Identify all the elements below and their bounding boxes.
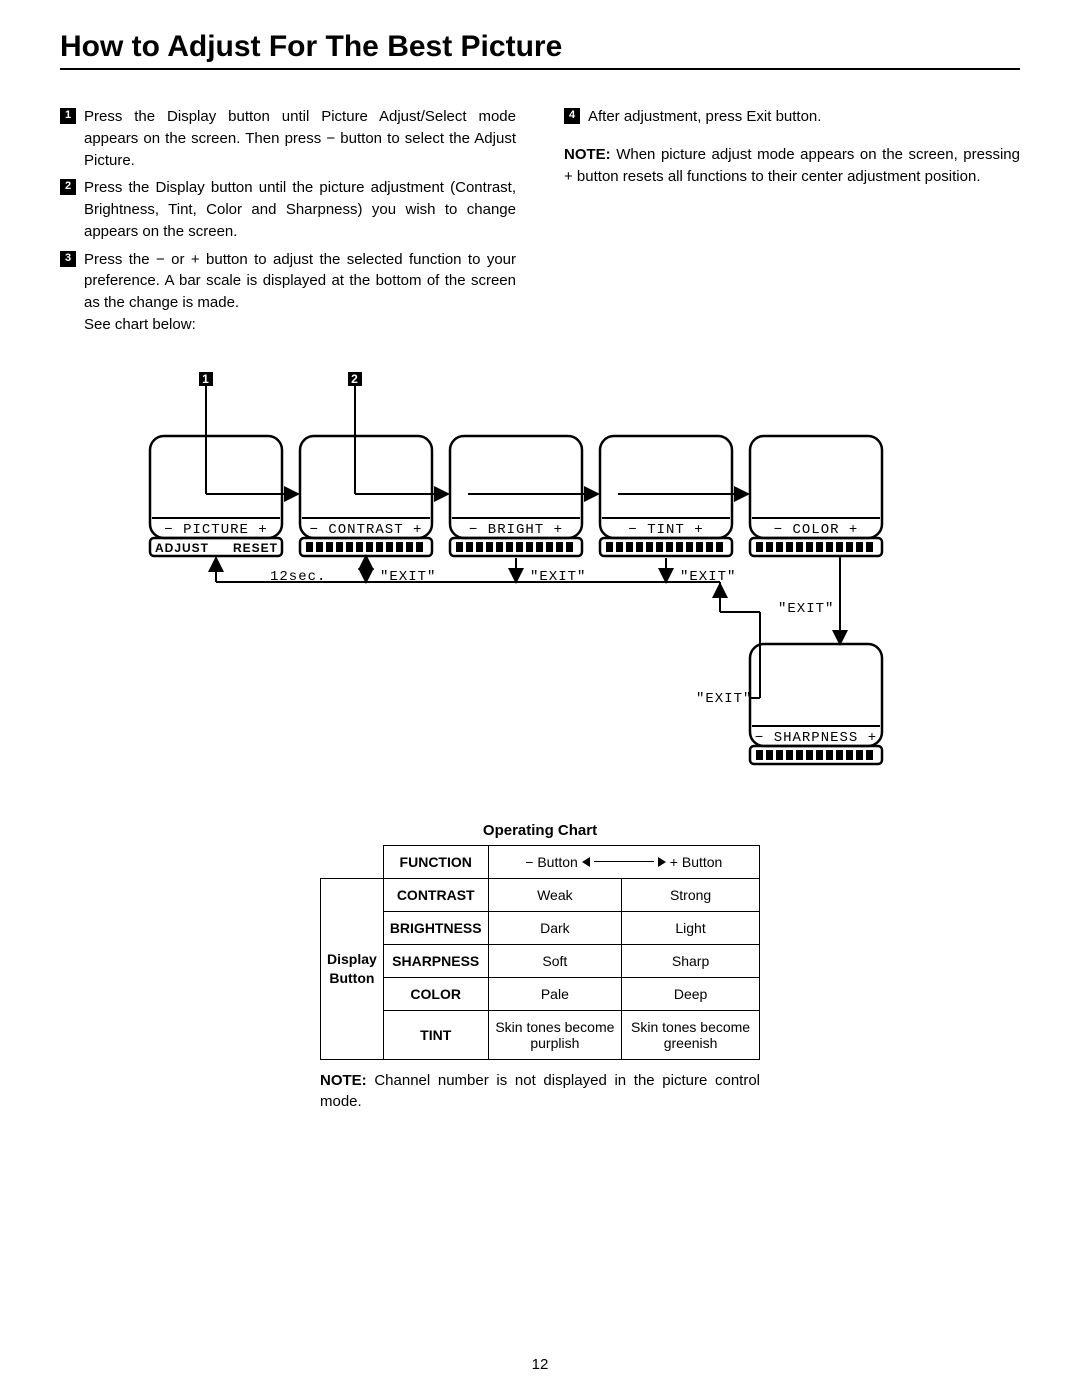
header-minus-label: − Button [525,854,578,870]
table-plus: Light [622,911,760,944]
table-plus: Skin tones become greenish [622,1010,760,1059]
right-column: 4 After adjustment, press Exit button. N… [564,106,1020,342]
table-minus: Pale [488,977,622,1010]
manual-page: How to Adjust For The Best Picture 1 Pre… [0,0,1080,1397]
screen-sub-left: ADJUST [155,541,209,555]
screen-label: − COLOR + [774,522,859,538]
screen-label: − PICTURE + [164,522,267,538]
step-text: Press the Display button until the pictu… [84,177,516,242]
table-row: TINT Skin tones become purplish Skin ton… [321,1010,760,1059]
operating-chart: Operating Chart FUNCTION − Button + Butt… [320,822,760,1060]
rowlabel-line: Display [327,951,377,967]
step-text-line: Press the − or + button to adjust the se… [84,251,516,312]
screen-label: − SHARPNESS + [755,730,877,746]
step-1: 1 Press the Display button until Picture… [60,106,516,171]
table-fn: CONTRAST [383,878,488,911]
step-number-icon: 3 [60,251,76,267]
diagram-exit-label: "EXIT" [530,569,586,585]
table-row: Display Button CONTRAST Weak Strong [321,878,760,911]
table-header-direction: − Button + Button [488,845,759,878]
step-text: After adjustment, press Exit button. [588,106,1020,128]
diagram-exit-label: "EXIT" [696,691,752,707]
step-number-icon: 4 [564,108,580,124]
screen-contrast: − CONTRAST + [300,436,432,556]
rowlabel-line: Button [329,970,374,986]
table-row: SHARPNESS Soft Sharp [321,944,760,977]
header-plus-label: + Button [670,854,723,870]
title-underline [60,68,1020,70]
operating-chart-table: FUNCTION − Button + Button Display Butto… [320,845,760,1060]
diagram-marker-2: 2 [351,372,359,386]
step-text-line: See chart below: [84,316,196,333]
note-label: NOTE: [564,146,611,163]
table-minus: Weak [488,878,622,911]
screen-label: − CONTRAST + [310,522,423,538]
step-text: Press the − or + button to adjust the se… [84,249,516,336]
table-corner-blank [321,845,384,878]
table-plus: Strong [622,878,760,911]
instruction-columns: 1 Press the Display button until Picture… [60,106,1020,342]
table-header-row: FUNCTION − Button + Button [321,845,760,878]
table-plus: Sharp [622,944,760,977]
table-fn: BRIGHTNESS [383,911,488,944]
screen-color: − COLOR + [750,436,882,556]
table-row: COLOR Pale Deep [321,977,760,1010]
table-fn: SHARPNESS [383,944,488,977]
table-fn: COLOR [383,977,488,1010]
diagram-marker-1: 1 [202,372,210,386]
screen-label: − BRIGHT + [469,522,563,538]
diagram-exit-label: "EXIT" [778,601,834,617]
left-column: 1 Press the Display button until Picture… [60,106,516,342]
arrow-left-icon [582,857,590,867]
screen-picture: − PICTURE + ADJUST RESET [150,436,282,556]
step-number-icon: 1 [60,108,76,124]
arrow-right-icon [658,857,666,867]
table-header-function: FUNCTION [383,845,488,878]
screen-label: − TINT + [628,522,703,538]
page-title: How to Adjust For The Best Picture [60,30,1020,64]
step-2: 2 Press the Display button until the pic… [60,177,516,242]
table-row: BRIGHTNESS Dark Light [321,911,760,944]
screen-sub-right: RESET [233,541,278,555]
note-label: NOTE: [320,1072,367,1089]
note-below-table: NOTE: Channel number is not displayed in… [320,1070,760,1114]
diagram-under-12sec: 12sec. [270,569,326,585]
diagram-exit-label: "EXIT" [380,569,436,585]
arrow-line-icon [594,861,654,862]
step-number-icon: 2 [60,179,76,195]
table-plus: Deep [622,977,760,1010]
step-text: Press the Display button until Picture A… [84,106,516,171]
table-minus: Skin tones become purplish [488,1010,622,1059]
screen-tint: − TINT + [600,436,732,556]
flow-diagram: 1 2 − PICTURE + ADJUST RESET [60,372,1020,802]
step-4: 4 After adjustment, press Exit button. [564,106,1020,128]
note-body: When picture adjust mode appears on the … [564,146,1020,185]
step-3: 3 Press the − or + button to adjust the … [60,249,516,336]
operating-chart-caption: Operating Chart [320,822,760,839]
table-fn: TINT [383,1010,488,1059]
diagram-exit-label: "EXIT" [680,569,736,585]
table-minus: Soft [488,944,622,977]
table-rowlabel: Display Button [321,878,384,1059]
note-block: NOTE: When picture adjust mode appears o… [564,144,1020,188]
screen-bright: − BRIGHT + [450,436,582,556]
flow-diagram-svg: 1 2 − PICTURE + ADJUST RESET [60,372,1020,802]
note-body: Channel number is not displayed in the p… [320,1072,760,1111]
table-minus: Dark [488,911,622,944]
screen-sharpness: − SHARPNESS + [750,644,882,764]
page-number: 12 [0,1356,1080,1373]
